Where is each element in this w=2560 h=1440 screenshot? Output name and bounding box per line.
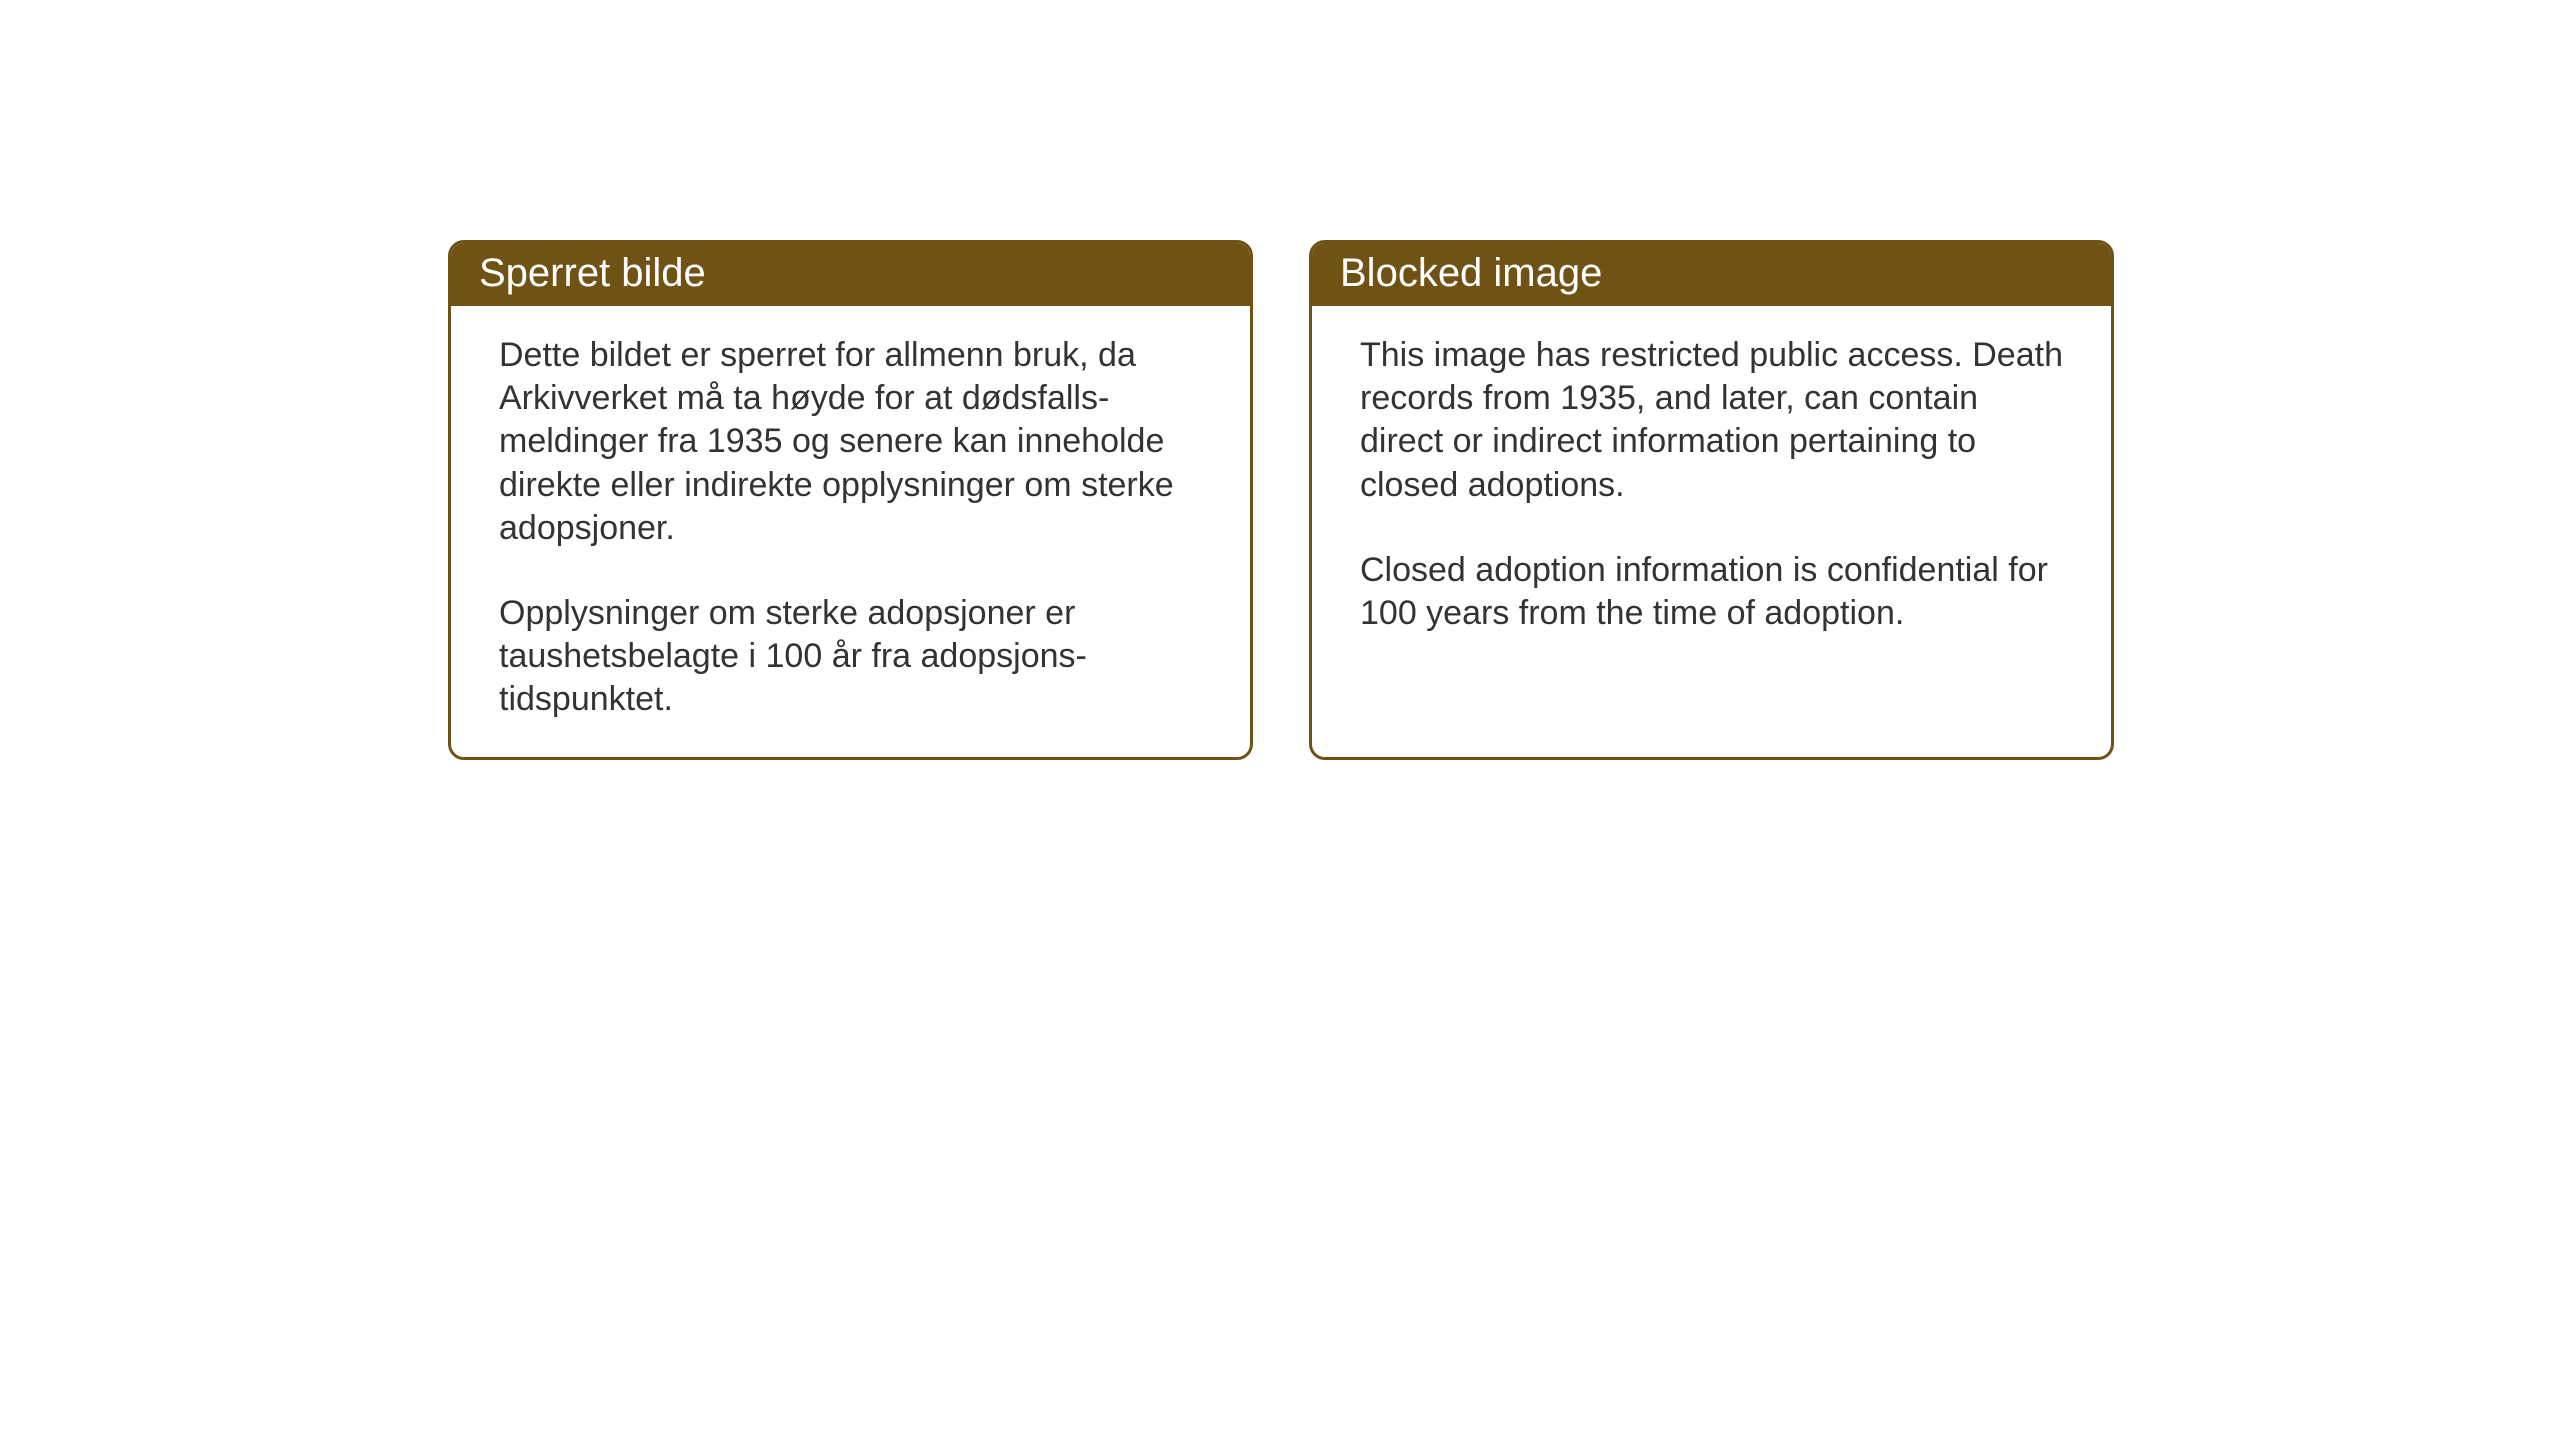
card-header-norwegian: Sperret bilde xyxy=(451,243,1250,306)
card-header-english: Blocked image xyxy=(1312,243,2111,306)
card-paragraph-norwegian-1: Dette bildet er sperret for allmenn bruk… xyxy=(499,334,1208,550)
card-body-norwegian: Dette bildet er sperret for allmenn bruk… xyxy=(451,306,1250,757)
card-title-english: Blocked image xyxy=(1340,251,1602,295)
card-paragraph-english-1: This image has restricted public access.… xyxy=(1360,334,2069,507)
card-title-norwegian: Sperret bilde xyxy=(479,251,706,295)
card-paragraph-norwegian-2: Opplysninger om sterke adopsjoner er tau… xyxy=(499,592,1208,722)
card-paragraph-english-2: Closed adoption information is confident… xyxy=(1360,549,2069,635)
notice-card-english: Blocked image This image has restricted … xyxy=(1309,240,2114,760)
notice-card-norwegian: Sperret bilde Dette bildet er sperret fo… xyxy=(448,240,1253,760)
notice-container: Sperret bilde Dette bildet er sperret fo… xyxy=(448,240,2114,760)
card-body-english: This image has restricted public access.… xyxy=(1312,306,2111,736)
